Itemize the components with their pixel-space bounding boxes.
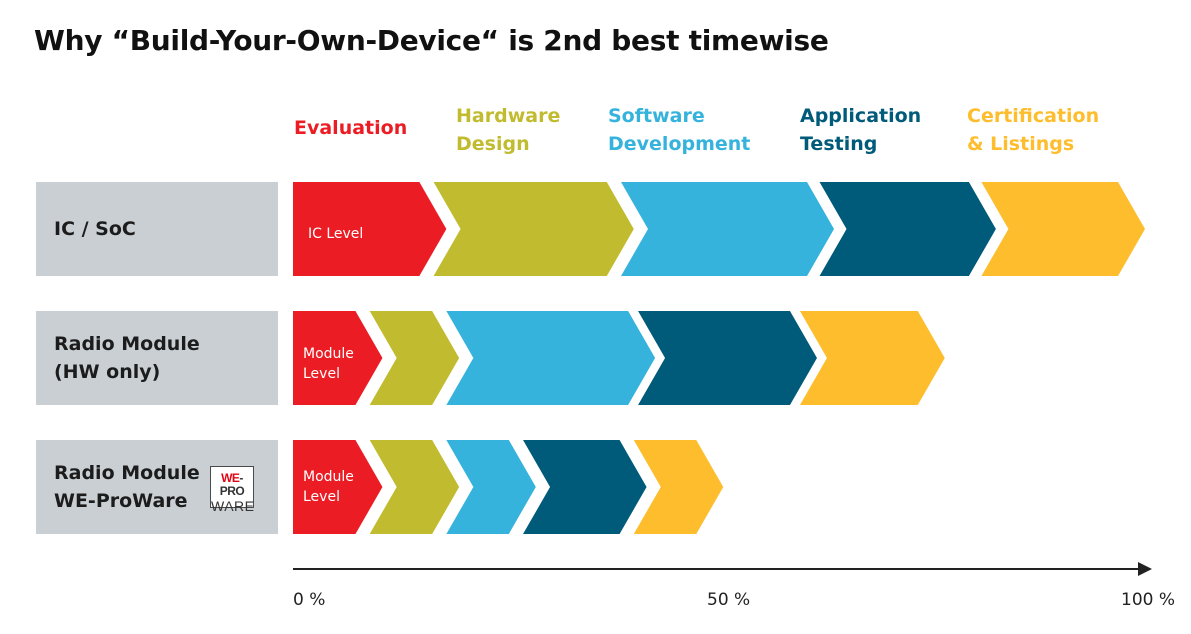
chevron-software — [446, 311, 656, 405]
chevron-software — [446, 440, 536, 534]
axis-tick-label-50: 50 % — [707, 590, 751, 610]
row-label-text: Radio Module (HW only) — [54, 333, 200, 383]
segment-label-module-level: Module Level — [303, 469, 354, 505]
chevron-certification — [633, 440, 724, 534]
proware-logo: WE-PRO WARE — [210, 466, 254, 514]
phase-header-software-development: Software Development — [608, 105, 751, 155]
chevron-evaluation — [293, 311, 383, 405]
chevron-testing — [638, 311, 817, 405]
row-label-text: Radio Module WE-ProWare — [54, 462, 200, 512]
axis-arrow-icon — [1138, 562, 1152, 576]
chevron-certification — [981, 182, 1145, 276]
logo-pro: -PRO — [219, 471, 245, 498]
phase-header-application-testing: Application Testing — [800, 105, 922, 155]
chevron-evaluation — [293, 440, 383, 534]
chevron-certification — [799, 311, 945, 405]
chevron-evaluation — [293, 182, 447, 276]
chevron-testing — [523, 440, 647, 534]
chevron-hardware — [369, 440, 460, 534]
phase-header-evaluation: Evaluation — [294, 117, 408, 139]
phase-header-hardware-design: Hardware Design — [456, 105, 561, 155]
logo-ware: WARE — [211, 498, 255, 514]
row-label-text: IC / SoC — [54, 218, 136, 240]
segment-label-ic-level: IC Level — [308, 226, 364, 242]
chevron-hardware — [433, 182, 634, 276]
phase-header-certification-listings: Certification & Listings — [967, 105, 1100, 155]
segment-label-module-level: Module Level — [303, 346, 354, 382]
axis-tick-label-100: 100 % — [1121, 590, 1176, 610]
row-label-ic-soc: IC / SoC — [36, 182, 278, 276]
page-title: Why “Build-Your-Own-Device“ is 2nd best … — [34, 24, 829, 57]
chevron-testing — [819, 182, 996, 276]
axis-tick-label-0: 0 % — [293, 590, 326, 610]
chevron-software — [621, 182, 835, 276]
logo-we: WE — [221, 471, 240, 485]
row-label-radio-module-proware: Radio Module WE-ProWare WE-PRO WARE — [36, 440, 278, 534]
chevron-hardware — [369, 311, 460, 405]
row-label-radio-module-hw: Radio Module (HW only) — [36, 311, 278, 405]
